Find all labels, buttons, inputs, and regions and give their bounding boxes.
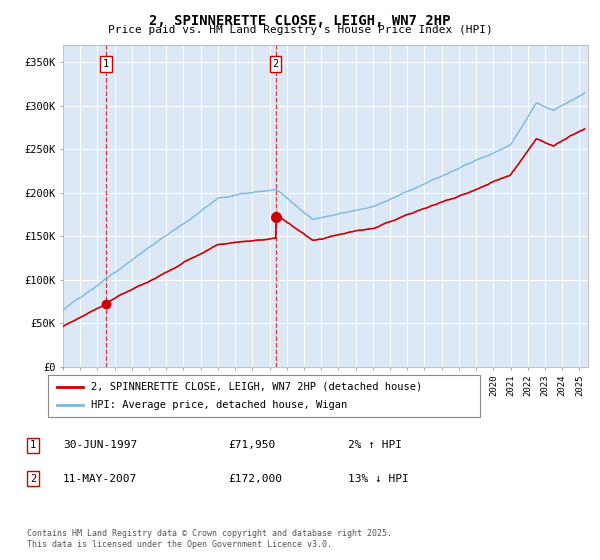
Text: 2: 2 <box>272 59 279 69</box>
Text: 2: 2 <box>30 474 36 484</box>
Text: Price paid vs. HM Land Registry's House Price Index (HPI): Price paid vs. HM Land Registry's House … <box>107 25 493 35</box>
Text: £172,000: £172,000 <box>228 474 282 484</box>
Text: 11-MAY-2007: 11-MAY-2007 <box>63 474 137 484</box>
FancyBboxPatch shape <box>48 375 480 417</box>
Text: HPI: Average price, detached house, Wigan: HPI: Average price, detached house, Wiga… <box>91 400 347 410</box>
Text: 1: 1 <box>103 59 109 69</box>
Text: Contains HM Land Registry data © Crown copyright and database right 2025.
This d: Contains HM Land Registry data © Crown c… <box>27 529 392 549</box>
Text: 2% ↑ HPI: 2% ↑ HPI <box>348 440 402 450</box>
Text: £71,950: £71,950 <box>228 440 275 450</box>
Text: 2, SPINNERETTE CLOSE, LEIGH, WN7 2HP (detached house): 2, SPINNERETTE CLOSE, LEIGH, WN7 2HP (de… <box>91 382 422 392</box>
Text: 30-JUN-1997: 30-JUN-1997 <box>63 440 137 450</box>
Text: 2, SPINNERETTE CLOSE, LEIGH, WN7 2HP: 2, SPINNERETTE CLOSE, LEIGH, WN7 2HP <box>149 14 451 28</box>
Text: 1: 1 <box>30 440 36 450</box>
Text: 13% ↓ HPI: 13% ↓ HPI <box>348 474 409 484</box>
